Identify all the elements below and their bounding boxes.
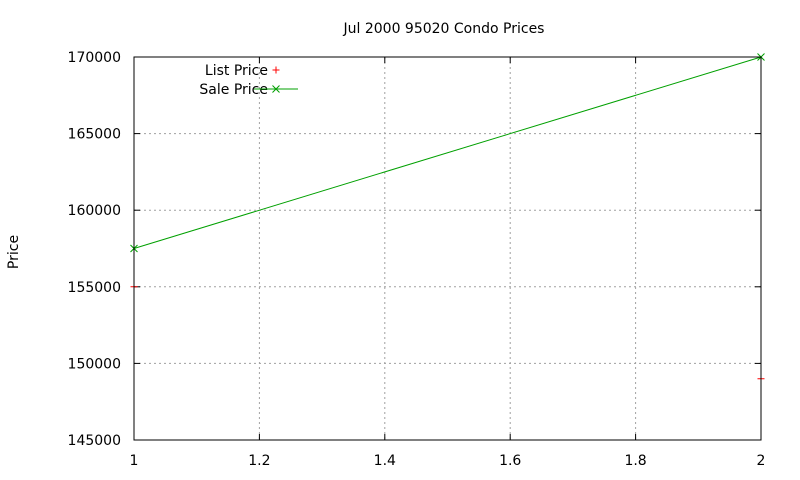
x-tick-label: 1.8 bbox=[624, 453, 646, 469]
series-layer bbox=[130, 53, 765, 383]
y-tick-label: 150000 bbox=[68, 356, 121, 372]
chart-title: Jul 2000 95020 Condo Prices bbox=[343, 21, 545, 37]
x-tick-label: 1.6 bbox=[499, 453, 521, 469]
legend-label-list-price: List Price bbox=[205, 63, 268, 79]
legend-label-sale-price: Sale Price bbox=[199, 82, 268, 98]
y-tick-label: 165000 bbox=[68, 127, 121, 143]
plot-frame bbox=[133, 56, 762, 441]
y-tick-label: 145000 bbox=[68, 433, 121, 449]
x-tick-label: 2 bbox=[757, 453, 766, 469]
x-tick-label: 1.2 bbox=[248, 453, 270, 469]
grid-lines bbox=[134, 57, 761, 440]
y-tick-label: 160000 bbox=[68, 203, 121, 219]
legend: List Price Sale Price bbox=[199, 63, 298, 98]
x-tick-label: 1 bbox=[130, 453, 139, 469]
x-tick-label: 1.4 bbox=[374, 453, 396, 469]
sale-price-line bbox=[133, 56, 762, 249]
legend-marker-list-price bbox=[272, 66, 280, 74]
axis-ticks: 1 1.2 1.4 1.6 1.8 2 145000 150000 155000 160000 16… bbox=[68, 50, 766, 469]
y-tick-label: 170000 bbox=[68, 50, 121, 66]
legend-marker-sale-price bbox=[272, 85, 280, 93]
y-tick-label: 155000 bbox=[68, 280, 121, 296]
y-axis-label: Price bbox=[6, 235, 22, 269]
